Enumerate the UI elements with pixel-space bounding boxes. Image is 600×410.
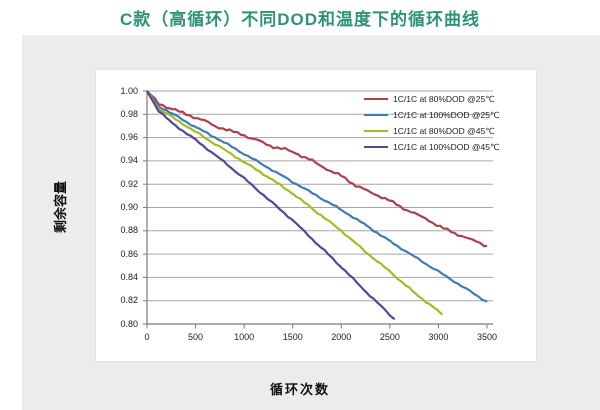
legend-item: 1C/1C at 80%DOD @45℃: [364, 123, 500, 139]
x-tick-label: 2000: [331, 332, 352, 342]
legend-swatch: [364, 146, 388, 148]
legend-label: 1C/1C at 100%DOD @45℃: [393, 141, 500, 152]
y-tick-label: 1.00: [120, 85, 138, 96]
chart-panel: 1.00 0.98 0.96 0.94 0.92 0.90 0.88 0.86 0.84 0.82…: [22, 35, 600, 410]
y-tick-label: 0.84: [120, 271, 138, 282]
chart-legend: 1C/1C at 80%DOD @25℃ 1C/1C at 100%DOD @25…: [364, 91, 500, 155]
x-tick-label: 1500: [282, 332, 303, 342]
legend-item: 1C/1C at 80%DOD @25℃: [364, 91, 500, 107]
legend-label: 1C/1C at 80%DOD @25℃: [393, 93, 495, 104]
chart-box: 1.00 0.98 0.96 0.94 0.92 0.90 0.88 0.86 0.84 0.82…: [95, 69, 537, 362]
series-line: [146, 90, 488, 303]
x-tick-label: 3500: [476, 332, 498, 342]
legend-item: 1C/1C at 100%DOD @45℃: [364, 139, 500, 155]
legend-swatch: [364, 130, 388, 132]
page-title: C款（高循环）不同DOD和温度下的循环曲线: [119, 10, 481, 29]
x-tick-label: 1000: [234, 332, 255, 342]
series-line: [146, 90, 396, 321]
x-tick-label: 500: [188, 332, 204, 342]
legend-item: 1C/1C at 100%DOD @25℃: [364, 107, 500, 123]
y-tick-label: 0.80: [120, 318, 138, 329]
y-tick-label: 0.88: [120, 225, 138, 236]
x-tick-label: 2500: [379, 332, 400, 342]
y-tick-label: 0.90: [120, 202, 138, 212]
legend-swatch: [364, 114, 388, 116]
y-axis-title: 剩余容量: [53, 181, 68, 234]
y-tick-label: 0.98: [120, 108, 138, 119]
y-tick-label: 0.82: [120, 295, 138, 306]
series-line: [146, 90, 488, 248]
series-line: [146, 90, 444, 316]
y-tick-label: 0.96: [120, 132, 138, 143]
x-tick-label: 0: [144, 332, 150, 342]
x-axis-title: 循环次数: [269, 382, 330, 397]
plot-svg: [143, 90, 493, 329]
y-tick-label: 0.92: [120, 178, 138, 189]
legend-label: 1C/1C at 80%DOD @45℃: [393, 125, 495, 136]
y-tick-label: 0.94: [120, 155, 138, 166]
legend-label: 1C/1C at 100%DOD @25℃: [393, 109, 500, 120]
y-tick-label: 0.86: [120, 248, 138, 259]
legend-swatch: [364, 98, 388, 100]
x-tick-label: 3000: [428, 332, 449, 342]
